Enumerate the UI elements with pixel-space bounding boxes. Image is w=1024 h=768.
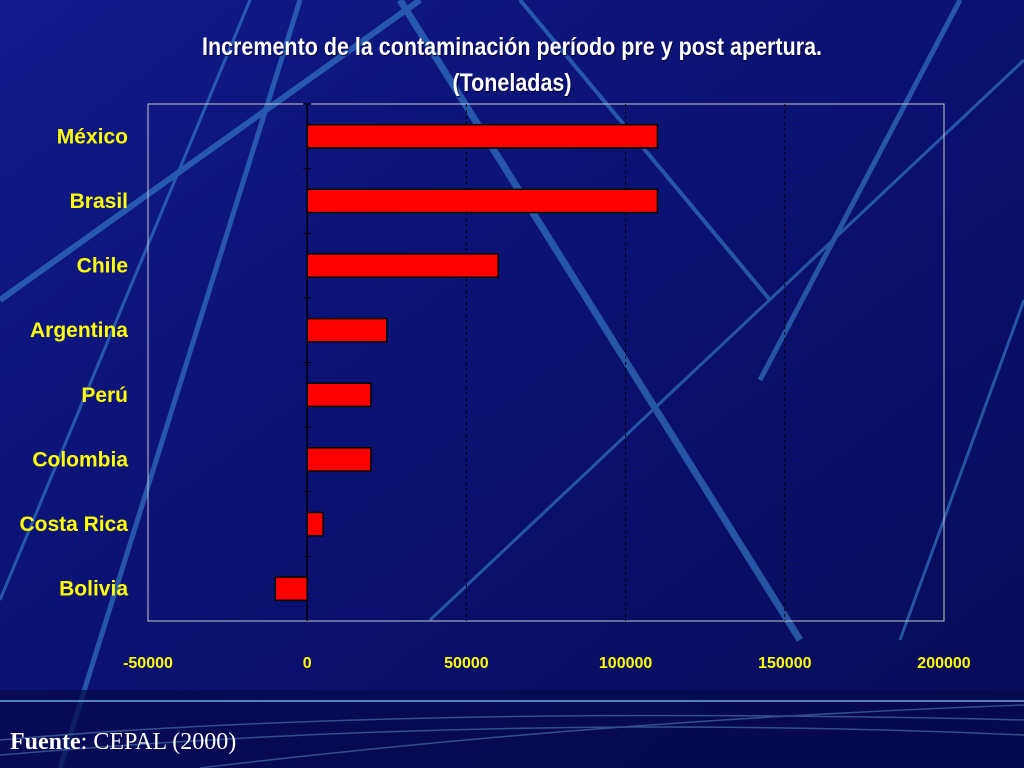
category-label: Perú bbox=[81, 384, 128, 407]
bar-chile bbox=[306, 253, 499, 278]
plot-area bbox=[147, 103, 945, 622]
x-tick-label: 100000 bbox=[599, 655, 652, 672]
bar-argentina bbox=[306, 317, 388, 343]
category-label: Chile bbox=[77, 255, 128, 278]
x-tick-label: 200000 bbox=[917, 655, 970, 672]
category-label: Brasil bbox=[70, 190, 128, 213]
bar-bolivia bbox=[274, 576, 308, 602]
x-tick-label: 150000 bbox=[758, 655, 811, 672]
bars bbox=[274, 103, 659, 602]
chart-subtitle: (Toneladas) bbox=[452, 69, 572, 97]
bar-méxico bbox=[306, 123, 659, 149]
x-tick-label: 50000 bbox=[444, 655, 489, 672]
chart-title: Incremento de la contaminación período p… bbox=[201, 33, 823, 61]
bar-perú bbox=[306, 382, 372, 408]
x-tick-labels: -50000 0 50000 100000 150000 200000 bbox=[123, 655, 971, 672]
category-label: México bbox=[57, 125, 128, 148]
source-text: : CEPAL (2000) bbox=[80, 729, 237, 755]
category-label: Argentina bbox=[30, 319, 128, 342]
source-note: Fuente: CEPAL (2000) bbox=[10, 729, 236, 756]
gridlines bbox=[465, 104, 786, 621]
category-label: Costa Rica bbox=[19, 513, 128, 536]
bar-brasil bbox=[306, 188, 659, 214]
category-label: Bolivia bbox=[59, 578, 128, 601]
x-tick-label: -50000 bbox=[123, 655, 173, 672]
bar-costa-rica bbox=[306, 511, 324, 537]
category-labels: México Brasil Chile Argentina Perú Colombia Co… bbox=[19, 125, 128, 600]
bar-colombia bbox=[306, 447, 372, 472]
source-label: Fuente bbox=[10, 729, 81, 755]
x-tick-label: 0 bbox=[303, 655, 312, 672]
category-label: Colombia bbox=[32, 448, 128, 471]
